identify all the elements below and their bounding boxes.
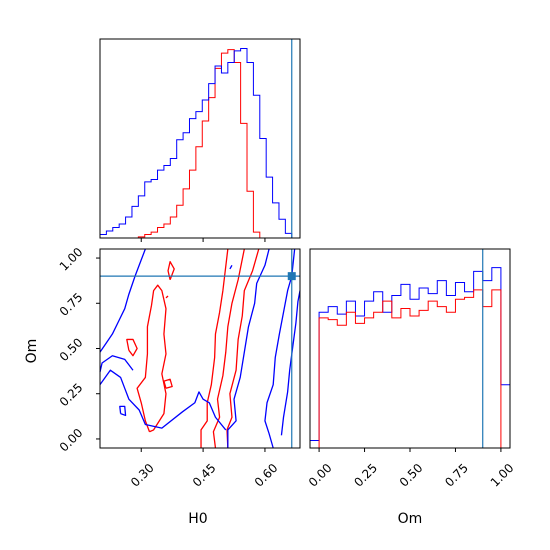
truth-point-marker <box>287 272 296 281</box>
blue-contour-left-edge <box>99 355 134 373</box>
h0-om-contour-panel: 0.30 0.45 0.60 0.00 0.25 0.50 0.75 1.00 H0 Om <box>24 245 301 527</box>
contour-frame <box>99 248 301 449</box>
blue-contour-dot-1 <box>119 405 127 417</box>
blue-contour-lower-left <box>99 369 227 431</box>
red-contour-dot-3 <box>165 295 169 299</box>
om-histogram-series-2 <box>310 289 510 449</box>
om-x-tick-label: 0.75 <box>442 461 471 490</box>
blue-contour-upper-left <box>99 248 146 353</box>
red-contour-mid <box>212 248 245 449</box>
red-contour-left-loop <box>136 284 167 433</box>
blue-contour-outer-right <box>280 290 301 436</box>
h0-histogram-series-1 <box>100 49 300 239</box>
blue-contour-dot-2 <box>229 264 233 270</box>
om-tick-label: 0.75 <box>57 290 86 319</box>
om-tick-label: 0.00 <box>57 426 86 455</box>
om-tick-label: 1.00 <box>57 245 86 274</box>
red-contour-dot-1 <box>126 338 138 357</box>
om-tick-label: 0.25 <box>57 381 86 410</box>
om-x-tick-label: 0.50 <box>397 461 426 490</box>
om-marginal-frame <box>309 248 511 449</box>
om-axis-label: Om <box>24 339 40 364</box>
blue-contour-inner <box>227 248 270 448</box>
om-histogram-series-1 <box>309 267 511 448</box>
om-marginal-panel: 0.00 0.25 0.50 0.75 1.00 Om <box>306 248 517 527</box>
h0-tick-label: 0.30 <box>128 461 157 490</box>
h0-tick-label: 0.45 <box>190 461 219 490</box>
h0-histogram-series-2 <box>99 47 300 239</box>
h0-marginal-frame <box>99 38 301 239</box>
red-contour-small-loop <box>167 261 175 280</box>
red-contour-dot-2 <box>163 378 173 389</box>
om-x-tick-label: 0.00 <box>306 461 335 490</box>
h0-axis-label: H0 <box>188 511 207 527</box>
blue-contour-mid <box>264 248 296 449</box>
om-x-tick-label: 1.00 <box>488 461 517 490</box>
om-x-tick-label: 0.25 <box>351 461 380 490</box>
om-tick-label: 0.50 <box>57 335 86 364</box>
h0-tick-label: 0.60 <box>252 461 281 490</box>
h0-marginal-panel <box>99 38 301 242</box>
red-contour-outer-right <box>200 248 229 448</box>
red-contour-inner <box>226 248 260 449</box>
om-x-axis-label: Om <box>398 511 423 527</box>
